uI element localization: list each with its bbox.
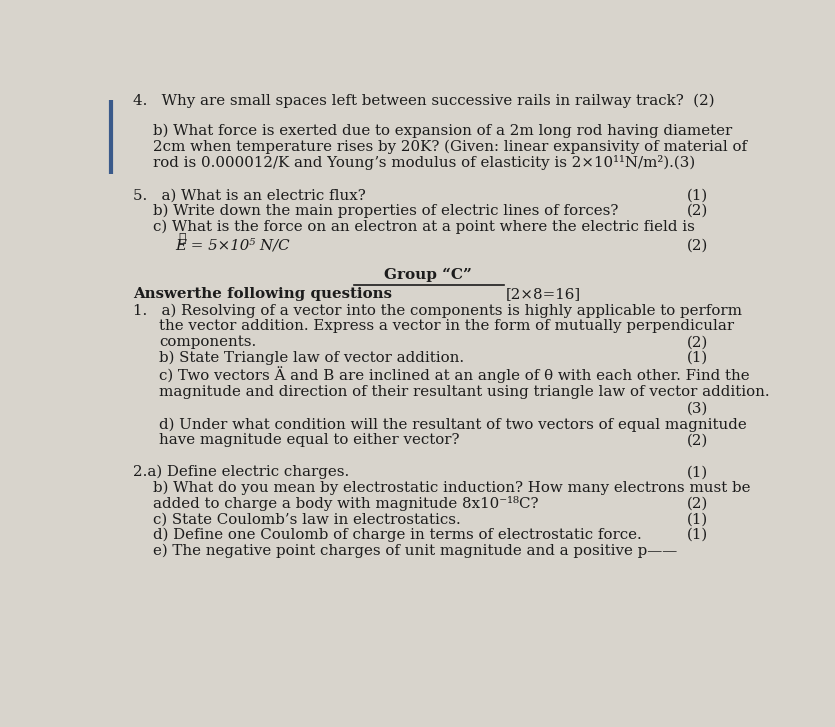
Text: b) What force is exerted due to expansion of a 2m long rod having diameter: b) What force is exerted due to expansio… (153, 124, 732, 138)
Text: b) What do you mean by electrostatic induction? How many electrons must be: b) What do you mean by electrostatic ind… (153, 481, 751, 495)
Text: (2): (2) (686, 335, 708, 350)
Text: [2×8=16]: [2×8=16] (505, 286, 580, 301)
Text: d) Under what condition will the resultant of two vectors of equal magnitude: d) Under what condition will the resulta… (159, 417, 747, 432)
Text: (2): (2) (686, 433, 708, 447)
Text: b) State Triangle law of vector addition.: b) State Triangle law of vector addition… (159, 350, 464, 365)
Text: b) Write down the main properties of electric lines of forces?: b) Write down the main properties of ele… (153, 204, 618, 218)
Text: e) The negative point charges of unit magnitude and a positive p——: e) The negative point charges of unit ma… (153, 543, 677, 558)
Text: 4.   Why are small spaces left between successive rails in railway track?  (2): 4. Why are small spaces left between suc… (134, 94, 715, 108)
Text: (1): (1) (686, 351, 708, 365)
Text: (1): (1) (686, 513, 708, 526)
Text: (2): (2) (686, 204, 708, 218)
Text: (1): (1) (686, 528, 708, 542)
Text: rod is 0.000012/K and Youngʼs modulus of elasticity is 2×10¹¹N/m²).(3): rod is 0.000012/K and Youngʼs modulus of… (153, 156, 695, 170)
Text: c) Two vectors Ä and B are inclined at an angle of θ with each other. Find the: c) Two vectors Ä and B are inclined at a… (159, 366, 750, 383)
Text: (2): (2) (686, 238, 708, 252)
Text: added to charge a body with magnitude 8x10⁻¹⁸C?: added to charge a body with magnitude 8x… (153, 496, 539, 510)
Text: Group “C”: Group “C” (384, 268, 472, 281)
Text: the vector addition. Express a vector in the form of mutually perpendicular: the vector addition. Express a vector in… (159, 319, 735, 333)
Text: 2.a) Define electric charges.: 2.a) Define electric charges. (134, 465, 350, 479)
Text: c) State Coulomb’s law in electrostatics.: c) State Coulomb’s law in electrostatics… (153, 513, 461, 526)
Text: 5.   a) What is an electric flux?: 5. a) What is an electric flux? (134, 188, 367, 202)
Text: have magnitude equal to either vector?: have magnitude equal to either vector? (159, 433, 460, 447)
Text: Answerthe following questions: Answerthe following questions (134, 286, 392, 301)
Text: (2): (2) (686, 497, 708, 510)
Text: (1): (1) (686, 465, 708, 479)
Text: (3): (3) (686, 402, 708, 416)
Text: 1.   a) Resolving of a vector into the components is highly applicable to perfor: 1. a) Resolving of a vector into the com… (134, 303, 742, 318)
Text: c) What is the force on an electron at a point where the electric field is: c) What is the force on an electron at a… (153, 219, 695, 233)
Text: magnitude and direction of their resultant using triangle law of vector addition: magnitude and direction of their resulta… (159, 385, 770, 398)
Text: (1): (1) (686, 188, 708, 202)
Text: d) Define one Coulomb of charge in terms of electrostatic force.: d) Define one Coulomb of charge in terms… (153, 528, 641, 542)
Text: E = 5×10⁵ N/C: E = 5×10⁵ N/C (175, 238, 291, 252)
Text: 2cm when temperature rises by 20K? (Given: linear expansivity of material of: 2cm when temperature rises by 20K? (Give… (153, 140, 747, 154)
Text: components.: components. (159, 335, 256, 350)
Text: ⃗: ⃗ (179, 232, 186, 245)
